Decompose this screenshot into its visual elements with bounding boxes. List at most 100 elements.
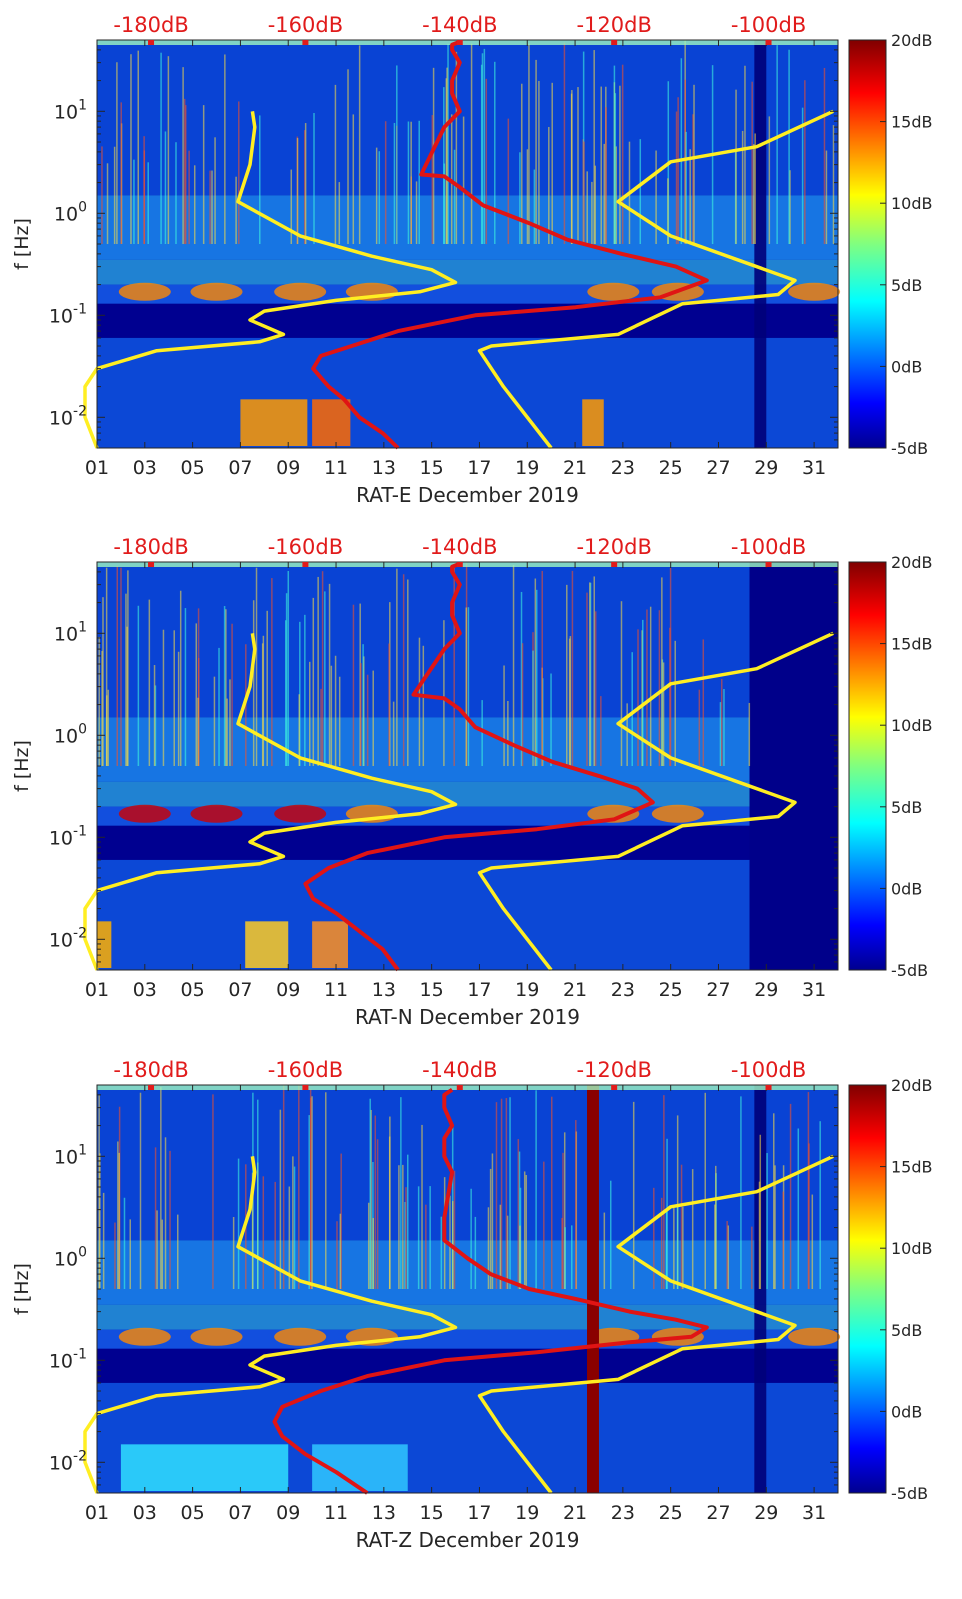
spectrogram-streak xyxy=(609,1180,612,1289)
spectrogram-streak xyxy=(137,50,140,244)
y-tick-label: 10-2 xyxy=(49,1448,87,1474)
spectrogram-streak xyxy=(543,1161,545,1289)
spectrogram-streak xyxy=(175,142,177,244)
spectrogram-streak xyxy=(759,1134,762,1289)
spectrogram-streak xyxy=(532,650,534,766)
spectrogram-streak xyxy=(680,58,683,244)
spectrogram-lowfreq-block xyxy=(240,399,308,446)
panel-2: 01 03 05 07 09 11 13 15 17 19 21 23 25 27 29 31 RAT-N De… xyxy=(11,535,933,1029)
spectrogram-streak xyxy=(465,607,468,766)
spectrogram-streak xyxy=(577,87,579,244)
y-axis-label: f [Hz] xyxy=(11,740,33,792)
y-tick-label: 10-1 xyxy=(49,823,87,849)
spectrogram-streak xyxy=(782,1191,784,1289)
spectrogram-streak xyxy=(117,1141,119,1289)
spectrogram-streak xyxy=(251,1172,254,1289)
colorbar xyxy=(848,1084,887,1494)
spectrogram-streak xyxy=(521,643,524,766)
spectrogram-streak xyxy=(118,1152,121,1289)
spectrogram-streak xyxy=(740,1096,742,1289)
spectrogram-band xyxy=(97,1085,838,1241)
spectrogram-streak xyxy=(517,1139,520,1289)
x-axis-label: RAT-N December 2019 xyxy=(355,1005,580,1029)
spectrogram-streak xyxy=(229,679,231,766)
spectrogram-band xyxy=(97,337,838,448)
spectrogram-streak xyxy=(550,673,552,766)
spectrogram-streak xyxy=(804,80,806,245)
y-tick-label: 10-1 xyxy=(49,1346,87,1372)
spectrogram-streak xyxy=(372,1218,374,1289)
spectrogram-streak xyxy=(102,597,104,766)
spectrogram-streak xyxy=(358,45,361,245)
spectrogram-streak xyxy=(474,1216,477,1289)
spectrogram-streak xyxy=(182,67,184,245)
spectrogram-streak xyxy=(389,1116,391,1289)
spectrogram-streak xyxy=(776,45,778,245)
spectrogram-streak xyxy=(704,1092,707,1289)
spectrogram-streak xyxy=(521,83,523,245)
spectrogram-streak xyxy=(788,49,790,244)
x-tick-label: 09 xyxy=(276,457,300,479)
spectrogram-streak xyxy=(676,1115,679,1289)
x-tick-label: 23 xyxy=(611,1502,635,1524)
colorbar xyxy=(848,561,887,971)
spectrogram-streak xyxy=(235,176,237,244)
spectrogram-streak xyxy=(494,61,496,244)
spectrogram-streak xyxy=(646,609,648,766)
x-tick-label: 01 xyxy=(85,1502,109,1524)
spectrogram-streak xyxy=(614,93,617,244)
x-tick-label: 23 xyxy=(611,979,635,1001)
top-db-tick xyxy=(148,40,155,45)
spectrogram-streak xyxy=(225,609,227,766)
x-tick-label: 17 xyxy=(467,457,491,479)
spectrogram-streak xyxy=(797,1128,800,1289)
spectrogram-streak xyxy=(288,1186,291,1289)
spectrogram-streak xyxy=(226,698,228,766)
colorbar-tick-label: -5dB xyxy=(891,1484,928,1503)
spectrogram-streak xyxy=(505,1098,508,1289)
spectrogram-streak xyxy=(213,676,216,766)
spectrogram-streak xyxy=(101,146,103,244)
spectrogram-streak xyxy=(789,1103,792,1289)
spectrogram-streak xyxy=(675,111,678,245)
spectrogram-streak xyxy=(702,639,705,766)
x-tick-label: 19 xyxy=(515,1502,539,1524)
spectrogram-streak xyxy=(655,150,657,244)
spectrogram-streak xyxy=(133,159,135,244)
spectrogram-streak xyxy=(252,600,255,766)
spectrogram-streak xyxy=(571,1225,573,1289)
spectrogram-streak xyxy=(663,1095,665,1289)
spectrogram-streak xyxy=(551,82,553,245)
spectrogram-lowfreq-block xyxy=(312,921,348,968)
x-tick-label: 01 xyxy=(85,979,109,1001)
y-tick-label: 10-2 xyxy=(49,925,87,951)
top-db-label: -120dB xyxy=(576,535,651,559)
spectrogram-streak xyxy=(662,662,665,766)
spectrogram-streak xyxy=(453,149,456,244)
spectrogram-streak xyxy=(661,577,663,766)
top-db-tick xyxy=(302,40,309,45)
spectrogram-streak xyxy=(631,652,633,766)
spectrogram-streak xyxy=(167,56,170,245)
colorbar-tick-label: 20dB xyxy=(891,1076,933,1095)
spectrogram-streak xyxy=(440,1216,443,1289)
spectrogram-streak xyxy=(766,1153,768,1289)
spectrogram-streak xyxy=(193,165,196,244)
spectrogram-streak xyxy=(506,1215,509,1289)
colorbar-tick-label: 10dB xyxy=(891,716,933,735)
spectrogram-streak xyxy=(758,1181,761,1289)
spectrogram-streak xyxy=(197,608,200,766)
spectrogram-streak xyxy=(569,636,572,766)
spectrogram-streak xyxy=(446,67,448,245)
spectrogram-streak xyxy=(674,640,676,766)
y-axis-label: f [Hz] xyxy=(11,1263,33,1315)
spectrogram-streak xyxy=(562,1152,564,1289)
spectrogram-streak xyxy=(480,64,483,244)
y-tick-label: 101 xyxy=(54,1142,87,1168)
spectrogram-streak xyxy=(279,1109,282,1289)
spectrogram-band xyxy=(97,1304,838,1330)
top-db-tick xyxy=(148,1085,155,1090)
spectrogram-lowfreq-block xyxy=(97,921,112,968)
spectrogram-streak xyxy=(160,52,162,245)
